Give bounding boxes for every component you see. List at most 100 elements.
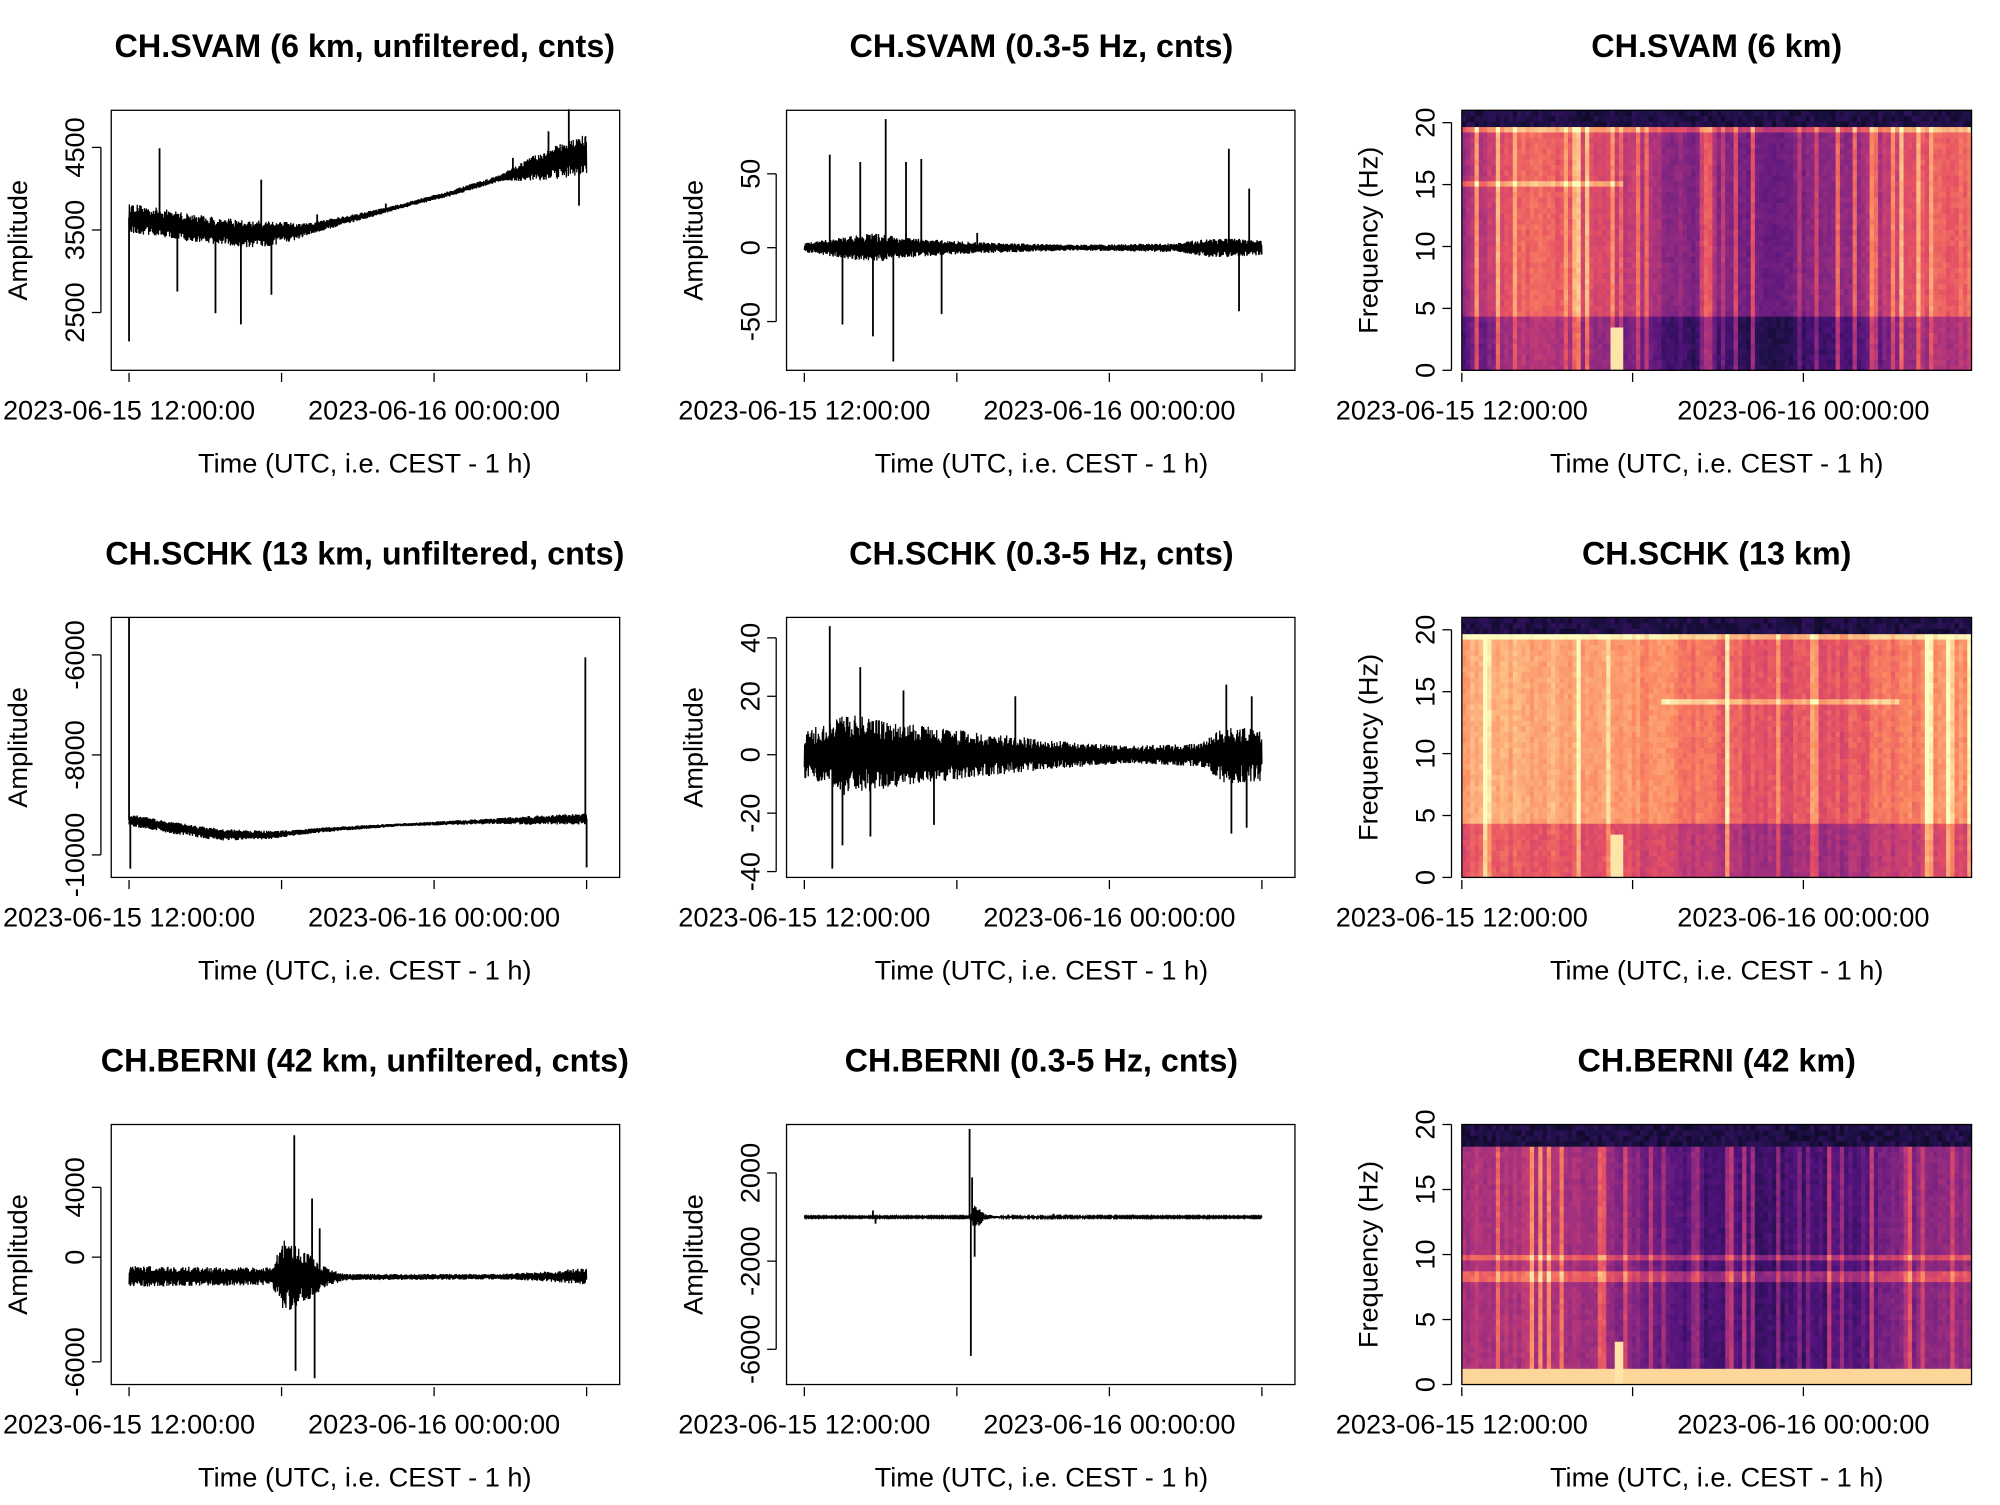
spectrogram-cell	[1462, 154, 1467, 160]
spectrogram-cell	[1755, 132, 1760, 138]
spectrogram-cell	[1789, 278, 1794, 284]
spectrogram-cell	[1827, 257, 1832, 263]
spectrogram-cell	[1772, 159, 1777, 165]
spectrogram-cell	[1708, 311, 1713, 317]
spectrogram-cell	[1674, 127, 1679, 133]
spectrogram-cell	[1746, 170, 1751, 176]
spectrogram-cell	[1627, 311, 1632, 317]
spectrogram-cell	[1882, 311, 1887, 317]
spectrogram-cell	[1793, 121, 1798, 127]
spectrogram-cell	[1831, 154, 1836, 160]
spectrogram-cell	[1738, 219, 1743, 225]
spectrogram-cell	[1704, 202, 1709, 208]
spectrogram-cell	[1814, 110, 1819, 116]
spectrogram-cell	[1521, 251, 1526, 257]
spectrogram-cell	[1585, 121, 1590, 127]
spectrogram-cell	[1606, 164, 1611, 170]
spectrogram-cell	[1479, 127, 1484, 133]
spectrogram-cell	[1882, 235, 1887, 241]
spectrogram-cell	[1530, 311, 1535, 317]
spectrogram-cell	[1870, 240, 1875, 246]
spectrogram-cell	[1487, 213, 1492, 219]
spectrogram-cell	[1823, 267, 1828, 273]
spectrogram-cell	[1819, 235, 1824, 241]
spectrogram-cell	[1479, 305, 1484, 311]
spectrogram-cell	[1521, 332, 1526, 338]
spectrogram-cell	[1836, 224, 1841, 230]
spectrogram-cell	[1712, 202, 1717, 208]
spectrogram-cell	[1644, 235, 1649, 241]
spectrogram-cell	[1704, 359, 1709, 365]
spectrogram-cell	[1857, 224, 1862, 230]
spectrogram-cell	[1738, 148, 1743, 154]
spectrogram-cell	[1661, 175, 1666, 181]
spectrogram-cell	[1768, 284, 1773, 290]
spectrogram-cell	[1819, 289, 1824, 295]
spectrogram-cell	[1810, 208, 1815, 214]
spectrogram-cell	[1691, 164, 1696, 170]
spectrogram-cell	[1802, 127, 1807, 133]
spectrogram-cell	[1793, 305, 1798, 311]
spectrogram-cell	[1479, 148, 1484, 154]
spectrogram-cell	[1581, 354, 1586, 360]
spectrogram-cell	[1738, 338, 1743, 344]
spectrogram-cell	[1606, 224, 1611, 230]
spectrogram-cell	[1738, 305, 1743, 311]
spectrogram-cell	[1806, 273, 1811, 279]
spectrogram-cell	[1564, 246, 1569, 252]
spectrogram-cell	[1814, 300, 1819, 306]
spectrogram-cell	[1823, 181, 1828, 187]
spectrogram-cell	[1632, 354, 1637, 360]
spectrogram-cell	[1814, 278, 1819, 284]
spectrogram-cell	[1543, 349, 1548, 355]
spectrogram-cell	[1487, 127, 1492, 133]
spectrogram-cell	[1483, 164, 1488, 170]
spectrogram-cell	[1819, 262, 1824, 268]
spectrogram-cell	[1785, 311, 1790, 317]
spectrogram-cell	[1695, 284, 1700, 290]
spectrogram-cell	[1572, 170, 1577, 176]
spectrogram-cell	[1615, 322, 1620, 328]
spectrogram-cell	[1560, 322, 1565, 328]
spectrogram-cell	[1492, 181, 1497, 187]
spectrogram-cell	[1882, 327, 1887, 333]
spectrogram-cell	[1619, 208, 1624, 214]
spectrogram-cell	[1678, 278, 1683, 284]
spectrogram-cell	[1466, 202, 1471, 208]
spectrogram-cell	[1640, 349, 1645, 355]
spectrogram-cell	[1657, 359, 1662, 365]
spectrogram-cell	[1687, 202, 1692, 208]
spectrogram-cell	[1509, 175, 1514, 181]
spectrogram-cell	[1823, 235, 1828, 241]
spectrogram-cell	[1776, 181, 1781, 187]
spectrogram-cell	[1827, 121, 1832, 127]
spectrogram-cell	[1653, 192, 1658, 198]
spectrogram-cell	[1479, 224, 1484, 230]
spectrogram-cell	[1475, 229, 1480, 235]
spectrogram-cell	[1568, 343, 1573, 349]
spectrogram-cell	[1674, 240, 1679, 246]
spectrogram-cell	[1793, 164, 1798, 170]
spectrogram-cell	[1589, 300, 1594, 306]
spectrogram-cell	[1848, 202, 1853, 208]
spectrogram-cell	[1721, 219, 1726, 225]
spectrogram-cell	[1861, 197, 1866, 203]
spectrogram-cell	[1623, 137, 1628, 143]
spectrogram-cell	[1555, 343, 1560, 349]
spectrogram-cell	[1483, 332, 1488, 338]
spectrogram-cell	[1644, 213, 1649, 219]
spectrogram-cell	[1734, 154, 1739, 160]
spectrogram-cell	[1670, 219, 1675, 225]
spectrogram-cell	[1831, 240, 1836, 246]
spectrogram-cell	[1759, 284, 1764, 290]
spectrogram-cell	[1751, 246, 1756, 252]
spectrogram-cell	[1814, 332, 1819, 338]
spectrogram-cell	[1678, 202, 1683, 208]
spectrogram-cell	[1479, 143, 1484, 149]
spectrogram-cell	[1861, 208, 1866, 214]
spectrogram-cell	[1683, 116, 1688, 122]
spectrogram-cell	[1606, 154, 1611, 160]
spectrogram-cell	[1725, 267, 1730, 273]
spectrogram-cell	[1598, 186, 1603, 192]
spectrogram-cell	[1844, 300, 1849, 306]
